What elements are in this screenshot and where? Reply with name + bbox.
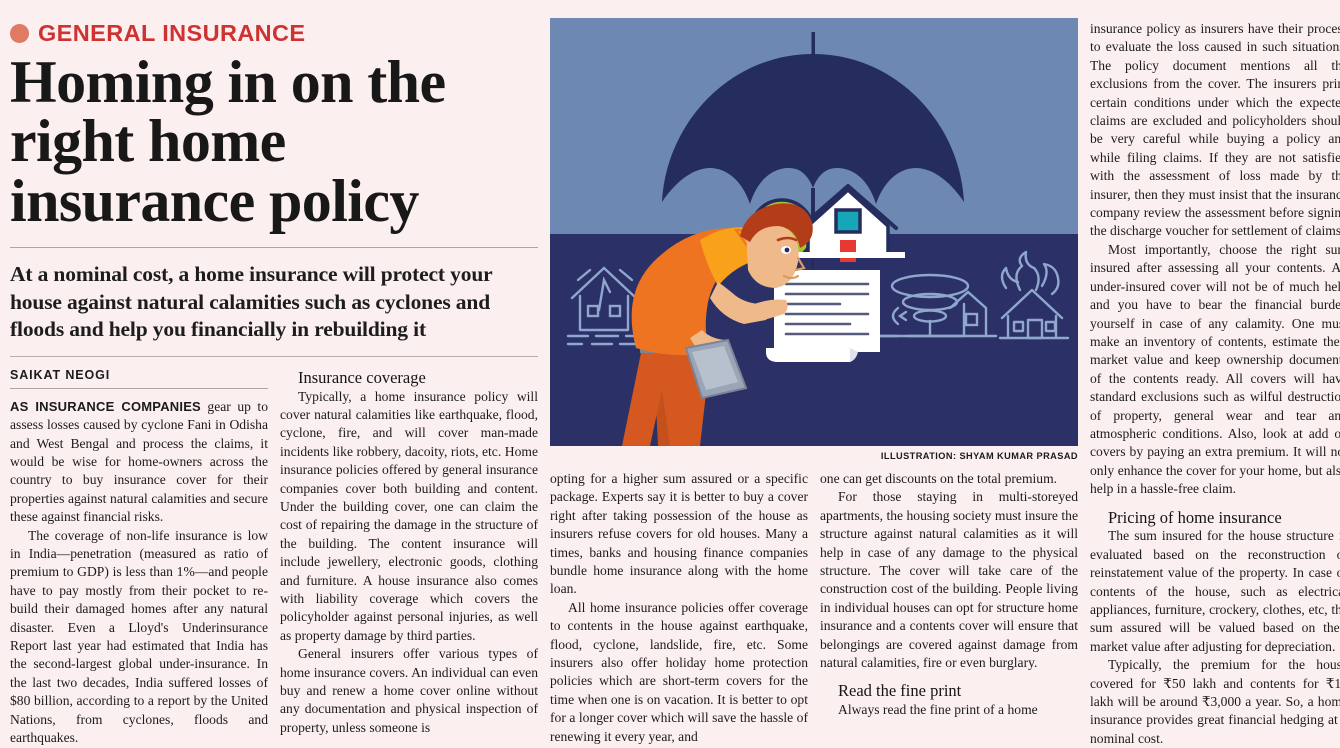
paragraph: AS INSURANCE COMPANIES gear up to assess… (10, 398, 268, 527)
article-grid: GENERAL INSURANCE Homing in on the right… (10, 18, 1340, 746)
section-subhead: Pricing of home insurance (1108, 507, 1282, 527)
paragraph: The coverage of non-life insurance is lo… (10, 527, 268, 746)
man-reading-illustration (622, 203, 813, 446)
body-text-column-3: opting for a higher sum assured or a spe… (550, 470, 808, 746)
paragraph: For those staying in multi-storeyed apar… (820, 489, 1078, 671)
article-deck: At a nominal cost, a home insurance will… (10, 262, 493, 342)
divider-above-deck (10, 247, 538, 249)
masthead-block: GENERAL INSURANCE Homing in on the right… (10, 18, 538, 748)
illustration-image (550, 18, 1078, 446)
section-subhead: Read the fine print (838, 681, 962, 701)
paragraph: Typically, a home insurance policy will … (280, 388, 538, 643)
body-text-column-2: Insurance coverage Typically, a home ins… (280, 368, 538, 738)
section-kicker-label: GENERAL INSURANCE (38, 20, 306, 46)
section-kicker: GENERAL INSURANCE (10, 20, 538, 47)
body-text-column-4: one can get discounts on the total premi… (820, 470, 1078, 746)
paragraph: insurance policy as insurers have their … (1090, 21, 1340, 239)
policy-document-icon (766, 270, 880, 362)
illustration-artwork (566, 32, 1070, 446)
paragraph: The sum insured for the house structure … (1090, 528, 1340, 654)
divider-below-deck (10, 355, 538, 357)
bullet-dot-icon (10, 24, 29, 43)
body-column-2: Insurance coverage Typically, a home ins… (280, 368, 538, 748)
burning-house-line-icon (998, 250, 1070, 340)
paragraph: one can get discounts on the total premi… (820, 471, 1058, 486)
paragraph: Always read the fine print of a home (838, 702, 1038, 718)
body-column-1: SAIKAT NEOGI AS INSURANCE COMPANIES gear… (10, 368, 268, 748)
body-text-column-5: insurance policy as insurers have their … (1090, 18, 1340, 748)
body-text-column-1: AS INSURANCE COMPANIES gear up to assess… (10, 398, 268, 748)
byline: SAIKAT NEOGI (10, 367, 111, 382)
paragraph: opting for a higher sum assured or a spe… (550, 471, 808, 597)
page-title: Homing in on the right home insurance po… (10, 49, 446, 234)
illustration-block: ILLUSTRATION: SHYAM KUMAR PRASAD opting … (550, 18, 1078, 748)
lead-in-bold: AS INSURANCE COMPANIES (10, 398, 201, 414)
section-subhead: Insurance coverage (298, 367, 426, 387)
cyclone-house-line-icon (878, 273, 998, 338)
paragraph: General insurers offer various types of … (280, 646, 538, 735)
flooded-house-line-icon (566, 266, 644, 346)
paragraph: All home insurance policies offer covera… (550, 599, 808, 744)
illustration-credit: ILLUSTRATION: SHYAM KUMAR PRASAD (880, 451, 1078, 461)
byline-divider (10, 387, 268, 389)
paragraph: Typically, the premium for the house cov… (1090, 657, 1340, 746)
paragraph: Most importantly, choose the right sum i… (1090, 241, 1340, 497)
lead-in-rest: gear up to assess losses caused by cyclo… (10, 398, 268, 525)
